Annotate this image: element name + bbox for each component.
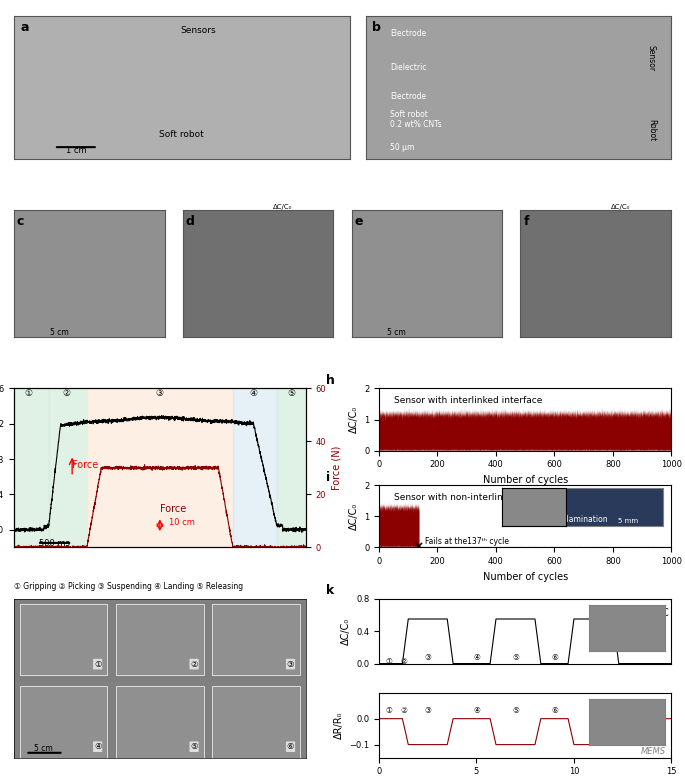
Text: a: a bbox=[21, 21, 29, 34]
Y-axis label: ΔC/C₀: ΔC/C₀ bbox=[340, 618, 351, 645]
Bar bbox=[233, 388, 277, 547]
Text: ΔC/C₀: ΔC/C₀ bbox=[273, 204, 292, 210]
FancyBboxPatch shape bbox=[116, 604, 203, 675]
Text: Soft robot
0.2 wt% CNTs: Soft robot 0.2 wt% CNTs bbox=[390, 109, 442, 129]
Text: MEMS: MEMS bbox=[640, 747, 665, 756]
Text: ⑤: ⑤ bbox=[512, 652, 519, 662]
Text: Robot: Robot bbox=[647, 119, 656, 141]
Text: i: i bbox=[327, 471, 331, 483]
Text: Sensor with interlinked interface: Sensor with interlinked interface bbox=[394, 396, 542, 405]
Text: d: d bbox=[186, 215, 195, 228]
Text: ①: ① bbox=[24, 388, 32, 398]
Text: b: b bbox=[372, 21, 381, 34]
Y-axis label: ΔC/C₀: ΔC/C₀ bbox=[349, 406, 358, 433]
Text: 5 cm: 5 cm bbox=[388, 327, 406, 337]
Bar bbox=[49, 388, 87, 547]
Text: Soft robot: Soft robot bbox=[160, 130, 204, 139]
Text: Dielectric: Dielectric bbox=[390, 63, 427, 72]
Text: ④: ④ bbox=[94, 742, 101, 751]
FancyBboxPatch shape bbox=[212, 604, 300, 675]
Text: ΔC/C₀: ΔC/C₀ bbox=[611, 204, 630, 210]
Text: ②: ② bbox=[190, 660, 198, 669]
Bar bbox=[277, 388, 306, 547]
Text: ①: ① bbox=[94, 660, 101, 669]
X-axis label: Number of cycles: Number of cycles bbox=[482, 475, 568, 485]
Text: Force: Force bbox=[72, 460, 99, 470]
Text: c: c bbox=[16, 215, 24, 228]
Text: 500 ms: 500 ms bbox=[39, 539, 70, 547]
Text: Sensor with non-interlinked interface: Sensor with non-interlinked interface bbox=[394, 493, 562, 501]
Y-axis label: Force (N): Force (N) bbox=[332, 446, 342, 490]
Text: 1 cm: 1 cm bbox=[66, 146, 86, 155]
Text: ① Gripping ② Picking ③ Suspending ④ Landing ⑤ Releasing: ① Gripping ② Picking ③ Suspending ④ Land… bbox=[14, 583, 242, 591]
Text: ④: ④ bbox=[249, 388, 258, 398]
Text: Sensors: Sensors bbox=[181, 26, 216, 35]
Text: ⑤: ⑤ bbox=[190, 742, 198, 751]
Text: ⑤: ⑤ bbox=[287, 388, 295, 398]
Text: ④: ④ bbox=[473, 652, 480, 662]
Text: ④: ④ bbox=[473, 707, 480, 715]
Text: C: C bbox=[662, 608, 669, 619]
Text: 10 cm: 10 cm bbox=[169, 519, 195, 527]
Text: ③: ③ bbox=[424, 707, 431, 715]
Text: k: k bbox=[327, 584, 335, 597]
Text: ⑤: ⑤ bbox=[512, 707, 519, 715]
Text: ②: ② bbox=[62, 388, 71, 398]
Bar bbox=[14, 388, 49, 547]
Text: 5 cm: 5 cm bbox=[34, 744, 53, 753]
Text: 5 cm: 5 cm bbox=[49, 327, 68, 337]
Text: Fails at the137ᵗʰ cycle: Fails at the137ᵗʰ cycle bbox=[425, 537, 509, 546]
Text: f: f bbox=[523, 215, 529, 228]
Text: ③: ③ bbox=[424, 652, 431, 662]
Text: ⑥: ⑥ bbox=[551, 652, 558, 662]
Bar bbox=[87, 388, 233, 547]
Text: Electrode: Electrode bbox=[390, 91, 426, 101]
Text: 50 μm: 50 μm bbox=[390, 143, 414, 152]
Text: ②: ② bbox=[401, 657, 408, 665]
FancyBboxPatch shape bbox=[212, 686, 300, 758]
Text: Force: Force bbox=[160, 504, 186, 514]
Text: ①: ① bbox=[386, 707, 393, 715]
Y-axis label: ΔR/R₀: ΔR/R₀ bbox=[334, 711, 344, 739]
Text: ⑥: ⑥ bbox=[551, 707, 558, 715]
Text: ①: ① bbox=[386, 657, 393, 665]
Text: ⑥: ⑥ bbox=[287, 742, 295, 751]
FancyBboxPatch shape bbox=[116, 686, 203, 758]
Text: Sensor: Sensor bbox=[647, 45, 656, 72]
FancyBboxPatch shape bbox=[20, 686, 108, 758]
Text: Electrode: Electrode bbox=[390, 29, 426, 37]
Text: ②: ② bbox=[401, 707, 408, 715]
Text: ③: ③ bbox=[287, 660, 295, 669]
X-axis label: Number of cycles: Number of cycles bbox=[482, 572, 568, 582]
Text: ③: ③ bbox=[155, 388, 164, 398]
Text: h: h bbox=[327, 374, 335, 387]
FancyBboxPatch shape bbox=[20, 604, 108, 675]
Y-axis label: ΔC/C₀: ΔC/C₀ bbox=[349, 502, 358, 530]
Text: e: e bbox=[355, 215, 363, 228]
